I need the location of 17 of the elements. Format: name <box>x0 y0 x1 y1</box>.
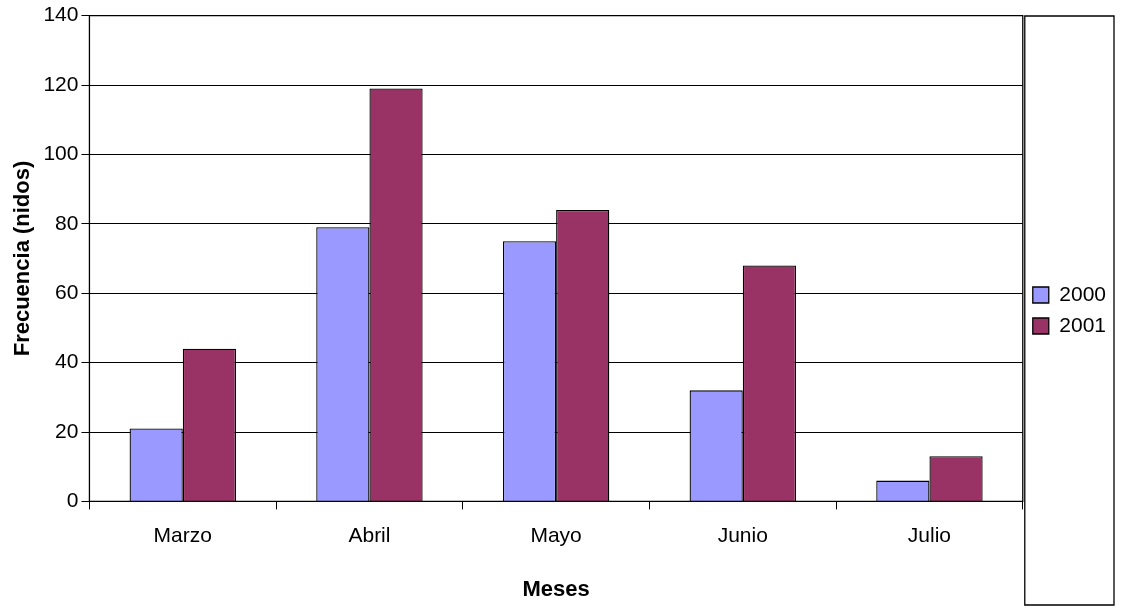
x-tick-label: Junio <box>717 522 768 546</box>
x-tick-label: Mayo <box>530 522 582 546</box>
y-axis-title: Frecuencia (nidos) <box>9 160 35 357</box>
y-tick-label: 140 <box>43 2 79 26</box>
y-tick-label: 20 <box>55 418 79 442</box>
y-tick-label: 0 <box>66 488 79 512</box>
legend-label: 2001 <box>1059 312 1106 336</box>
x-axis-title: Meses <box>522 575 590 601</box>
x-tick-label: Marzo <box>153 522 212 546</box>
legend-label: 2000 <box>1059 281 1106 305</box>
y-tick-label: 80 <box>55 210 79 234</box>
y-tick-label: 100 <box>43 141 79 165</box>
y-tick-label: 40 <box>55 349 79 373</box>
x-tick-label: Julio <box>907 522 952 546</box>
y-tick-label: 60 <box>55 280 79 303</box>
y-tick-label: 120 <box>43 71 79 95</box>
x-tick-label: Abril <box>348 522 391 546</box>
